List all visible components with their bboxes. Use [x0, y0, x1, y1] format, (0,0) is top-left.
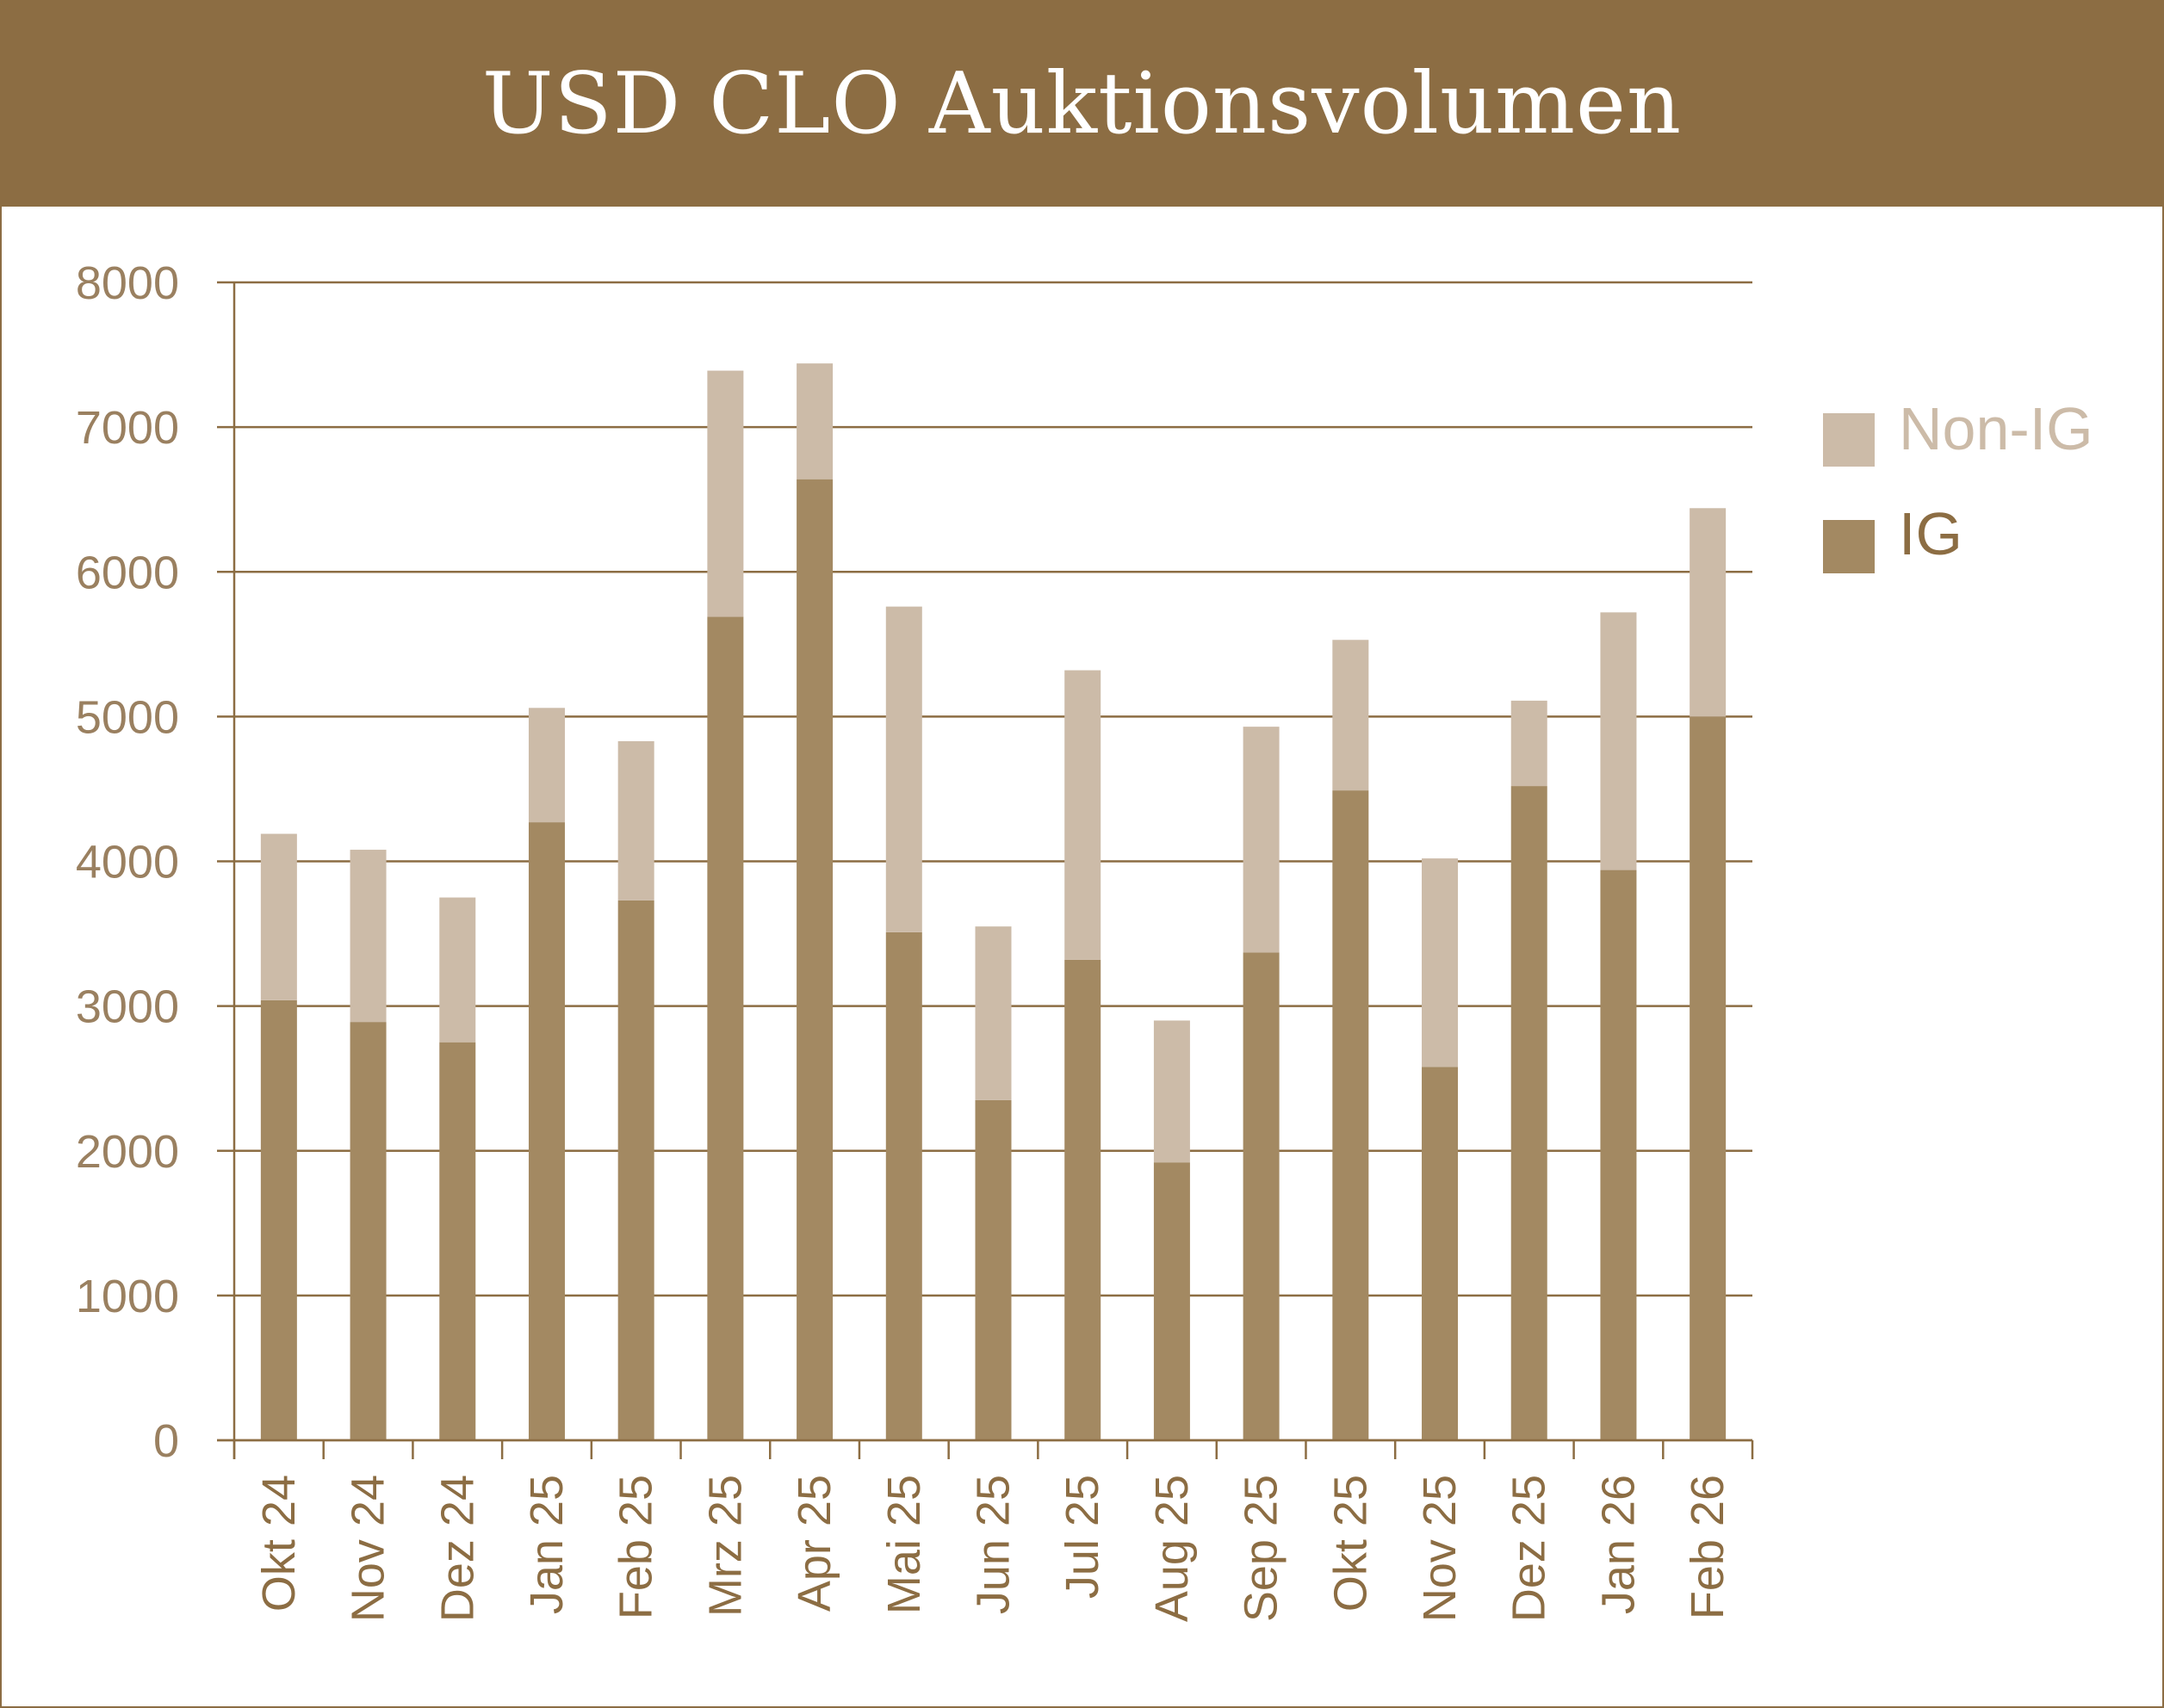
y-tick-label: 1000 [76, 1271, 179, 1322]
bar-non-ig-okt-24 [260, 833, 297, 1000]
x-tick-label: Okt 24 [253, 1475, 305, 1612]
y-axis-ticks: 0 1000 2000 3000 4000 5000 6000 7000 8000 [76, 257, 179, 1467]
bar-ig-mai-25 [885, 931, 922, 1440]
bar-ig-jan-26 [1600, 869, 1637, 1440]
y-tick-label: 2000 [76, 1126, 179, 1178]
bar-ig-nov-25 [1422, 1067, 1459, 1440]
bar-non-ig-jul-25 [1064, 670, 1101, 960]
bar-non-ig-apr-25 [797, 363, 834, 480]
bar-ig-okt-24 [260, 999, 297, 1440]
bar-ig-nov-24 [350, 1022, 387, 1440]
bar-non-ig-jun-25 [975, 926, 1012, 1100]
title-banner: USD CLO Auktionsvolumen [2, 2, 2162, 207]
y-tick-label: 5000 [76, 691, 179, 743]
bar-ig-jan-25 [528, 822, 565, 1440]
x-tick-label: Jan 26 [1592, 1475, 1644, 1614]
bar-ig-okt-25 [1332, 790, 1369, 1440]
y-tick-label: 3000 [76, 981, 179, 1033]
bar-ig-jun-25 [975, 1099, 1012, 1440]
x-tick-label: Mai 25 [878, 1475, 930, 1614]
bar-ig-jul-25 [1064, 959, 1101, 1440]
legend-label-non-ig: Non-IG [1899, 395, 2093, 462]
bar-ig-sep-25 [1243, 952, 1280, 1440]
y-tick-label: 4000 [76, 837, 179, 888]
bar-non-ig-dez-25 [1510, 700, 1547, 787]
legend-label-ig: IG [1899, 500, 1962, 567]
x-tick-label: Apr 25 [789, 1475, 840, 1612]
x-tick-label: Jun 25 [968, 1475, 1020, 1614]
bar-non-ig-feb-25 [617, 740, 654, 900]
bar-ig-dez-25 [1510, 786, 1547, 1440]
x-tick-label: Nov 24 [343, 1475, 394, 1622]
legend-swatch-ig [1823, 520, 1875, 573]
bar-non-ig-jan-26 [1600, 612, 1637, 870]
x-tick-label: Dez 25 [1504, 1475, 1555, 1622]
bar-non-ig-mrz-25 [707, 370, 744, 617]
bar-non-ig-okt-25 [1332, 640, 1369, 791]
bar-ig-feb-26 [1690, 716, 1727, 1440]
x-tick-label: Feb 26 [1682, 1475, 1733, 1619]
y-tick-label: 0 [153, 1415, 179, 1467]
bar-non-ig-sep-25 [1243, 727, 1280, 953]
x-tick-label: Okt 25 [1324, 1475, 1376, 1612]
x-tick-label: Nov 25 [1414, 1475, 1466, 1622]
bar-non-ig-jan-25 [528, 708, 565, 823]
bar-non-ig-aug-25 [1153, 1020, 1190, 1163]
bar-non-ig-nov-24 [350, 850, 387, 1023]
bar-non-ig-mai-25 [885, 606, 922, 932]
y-tick-label: 8000 [76, 257, 179, 309]
x-tick-label: Dez 24 [431, 1475, 483, 1622]
bar-non-ig-feb-26 [1690, 508, 1727, 717]
bars [260, 363, 1727, 1440]
x-tick-label: Mrz 25 [699, 1475, 751, 1617]
bar-ig-mrz-25 [707, 616, 744, 1440]
axes [217, 282, 1754, 1459]
x-tick-label: Feb 25 [611, 1475, 662, 1619]
y-tick-label: 6000 [76, 547, 179, 598]
bar-ig-feb-25 [617, 900, 654, 1440]
bar-ig-dez-24 [439, 1042, 476, 1440]
bar-non-ig-dez-24 [439, 897, 476, 1043]
legend-swatch-non-ig [1823, 413, 1875, 467]
chart-title: USD CLO Auktionsvolumen [481, 55, 1683, 153]
x-tick-label: Jan 25 [521, 1475, 573, 1614]
x-tick-label: Aug 25 [1146, 1475, 1198, 1622]
bar-ig-apr-25 [797, 479, 834, 1440]
x-axis-ticks: Okt 24 Nov 24 Dez 24 Jan 25 Feb 25 Mrz 25 Apr … [253, 1475, 1733, 1622]
y-tick-label: 7000 [76, 402, 179, 454]
legend: Non-IG IG [1823, 395, 2093, 573]
bar-ig-aug-25 [1153, 1162, 1190, 1440]
x-tick-label: Sep 25 [1236, 1475, 1287, 1622]
x-tick-label: Jul 25 [1057, 1475, 1108, 1599]
bar-non-ig-nov-25 [1422, 858, 1459, 1068]
